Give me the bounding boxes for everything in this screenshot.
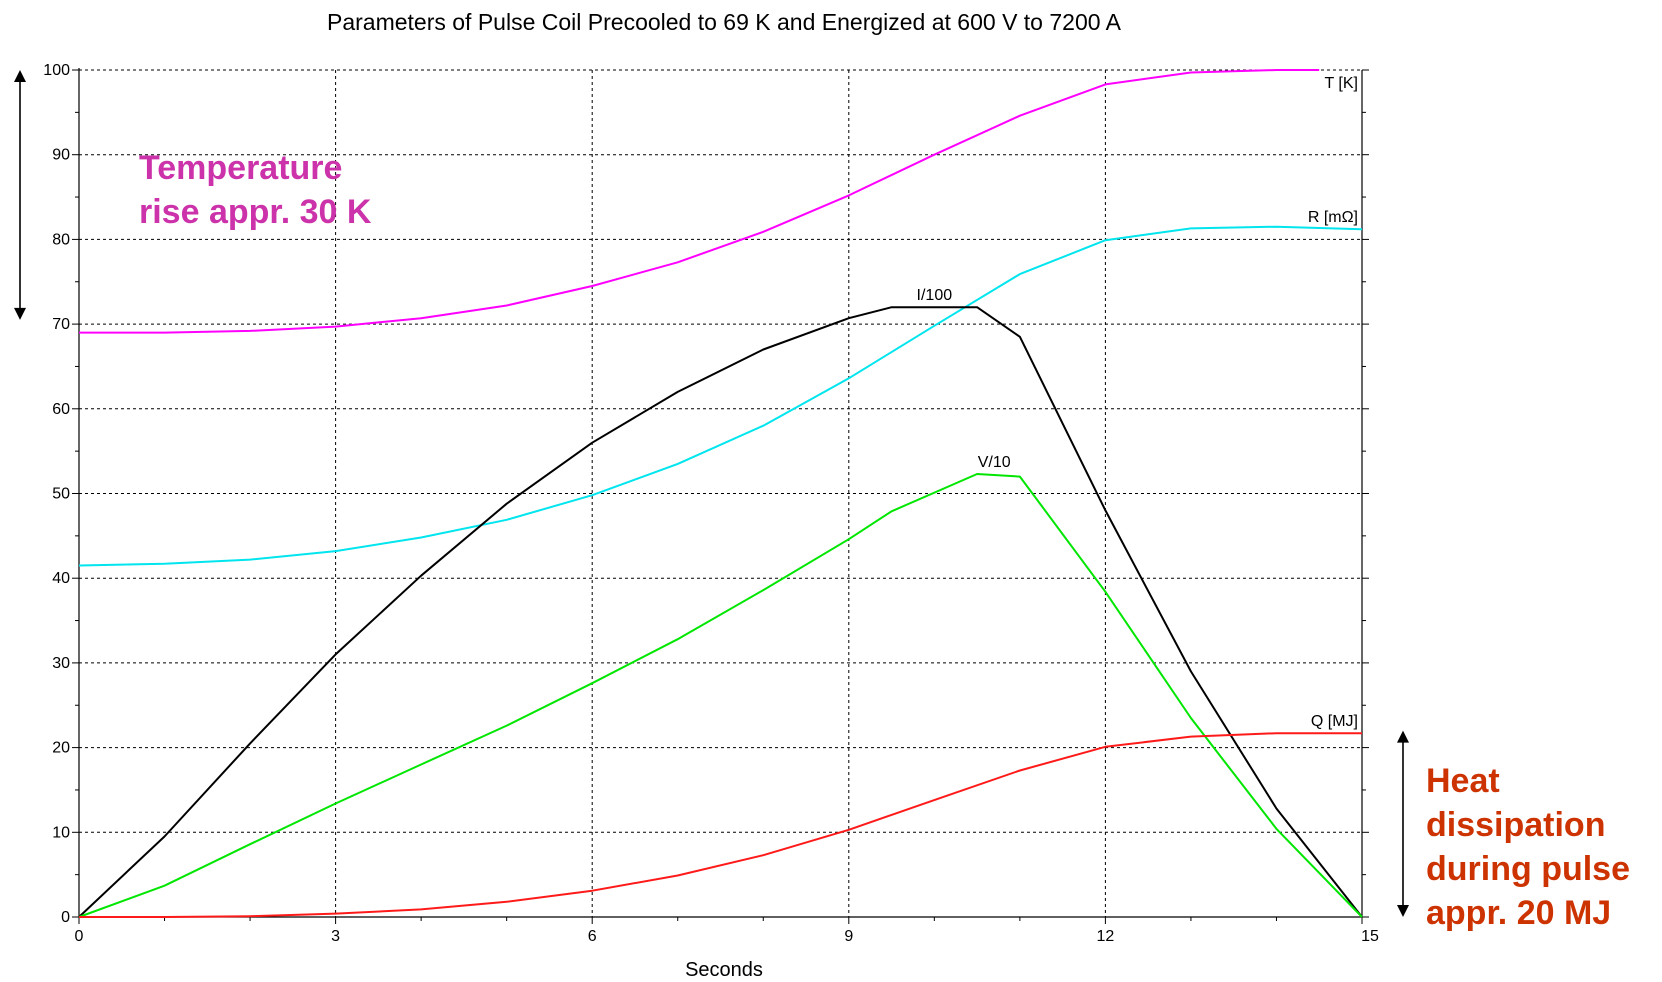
y-tick-label: 10 [52, 824, 70, 841]
series-lines [78, 69, 1363, 918]
heat-dissipation-line-2: dissipation [1426, 806, 1606, 844]
temperature-rise-line-1: Temperature [139, 149, 343, 187]
y-tick-label: 80 [52, 231, 70, 248]
series-line-1 [78, 225, 1363, 567]
series-labels: T [K] R [mΩ] I/100 V/10 Q [MJ] [917, 75, 1358, 730]
series-line-2 [78, 306, 1363, 918]
x-tick-label: 12 [1097, 928, 1115, 945]
y-tick-label: 50 [52, 486, 70, 503]
chart-title: Parameters of Pulse Coil Precooled to 69… [327, 9, 1122, 35]
x-axis-label: Seconds [685, 959, 763, 981]
y-tick-label: 60 [52, 401, 70, 418]
y-tick-label: 20 [52, 740, 70, 757]
annotation-arrows [14, 70, 1409, 917]
x-tick-label: 3 [331, 928, 340, 945]
heat-dissipation-note: Heat dissipation during pulse appr. 20 M… [1426, 759, 1630, 935]
temperature-rise-note: Temperature rise appr. 30 K [139, 146, 371, 234]
series-label-0: T [K] [1325, 75, 1359, 92]
series-label-4: Q [MJ] [1311, 713, 1358, 730]
series-label-3: V/10 [978, 454, 1011, 471]
heat-arrow-head-down [1397, 905, 1409, 917]
temperature-arrow-head-down [14, 307, 26, 320]
series-label-2: I/100 [917, 287, 953, 304]
temperature-arrow-head-up [14, 70, 26, 82]
y-tick-label: 40 [52, 570, 70, 587]
heat-dissipation-line-1: Heat [1426, 762, 1500, 800]
y-tick-label: 70 [52, 316, 70, 333]
x-tick-label: 9 [844, 928, 853, 945]
series-line-4 [79, 732, 1362, 918]
x-tick-label: 15 [1361, 928, 1379, 945]
grid [79, 69, 1362, 917]
series-line-3 [78, 473, 1363, 918]
axes: 0 10 20 30 40 50 60 70 80 90 100 0 3 6 9 12 15 [43, 62, 1379, 945]
y-tick-label: 0 [61, 909, 70, 926]
heat-dissipation-line-3: during pulse [1426, 850, 1630, 888]
heat-arrow-head-up [1397, 730, 1409, 743]
y-tick-label: 90 [52, 147, 70, 164]
x-tick-label: 0 [75, 928, 84, 945]
y-tick-label: 100 [43, 62, 70, 79]
series-label-1: R [mΩ] [1308, 209, 1358, 226]
y-tick-label: 30 [52, 655, 70, 672]
x-tick-label: 6 [588, 928, 597, 945]
heat-dissipation-line-4: appr. 20 MJ [1426, 894, 1612, 932]
series-line-0 [79, 69, 1320, 334]
temperature-rise-line-2: rise appr. 30 K [139, 193, 372, 231]
